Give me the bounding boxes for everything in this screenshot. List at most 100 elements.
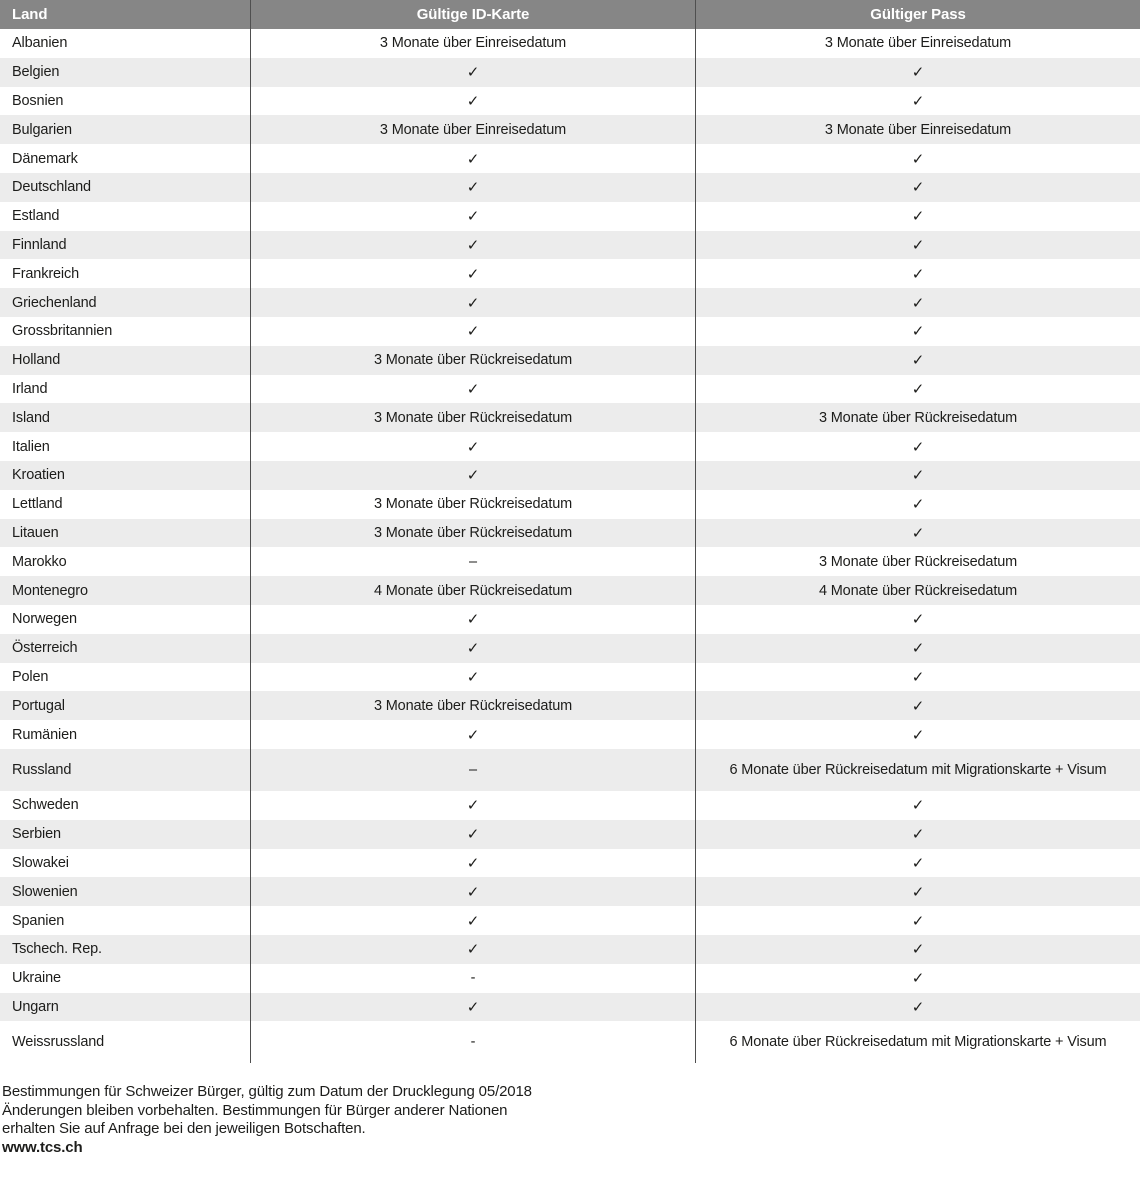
cell-pass: ✓: [695, 790, 1140, 820]
cell-pass: ✓: [695, 934, 1140, 964]
table-row: Weissrussland - 6 Monate über Rückreised…: [0, 1021, 1140, 1064]
cell-land: Dänemark: [12, 150, 78, 167]
cell-land: Deutschland: [12, 179, 91, 196]
table-row: Estland ✓ ✓: [0, 201, 1140, 231]
cell-land: Weissrussland: [12, 1034, 105, 1051]
cell-pass: 4 Monate über Rückreisedatum: [695, 576, 1140, 605]
cell-land: Ungarn: [12, 998, 59, 1015]
cell-pass: ✓: [695, 877, 1140, 907]
table-row: Ungarn ✓ ✓: [0, 992, 1140, 1022]
table-row: Portugal 3 Monate über Rückreisedatum ✓: [0, 691, 1140, 721]
cell-land: Kroatien: [12, 467, 65, 484]
cell-pass: ✓: [695, 57, 1140, 87]
table-row: Rumänien ✓ ✓: [0, 720, 1140, 749]
cell-pass: ✓: [695, 230, 1140, 260]
cell-land: Griechenland: [12, 294, 97, 311]
table-row: Norwegen ✓ ✓: [0, 604, 1140, 634]
cell-id-karte: ✓: [250, 259, 695, 289]
cell-pass: ✓: [695, 172, 1140, 202]
cell-pass: ✓: [695, 963, 1140, 993]
cell-land: Estland: [12, 208, 60, 225]
cell-land: Irland: [12, 380, 48, 397]
cell-pass: ✓: [695, 460, 1140, 490]
cell-land: Serbien: [12, 826, 61, 843]
cell-id-karte: ✓: [250, 57, 695, 87]
cell-pass: ✓: [695, 86, 1140, 116]
table-row: Ukraine - ✓: [0, 963, 1140, 993]
cell-land: Litauen: [12, 524, 59, 541]
cell-pass: ✓: [695, 906, 1140, 935]
cell-pass: 3 Monate über Einreisedatum: [695, 29, 1140, 58]
cell-land: Schweden: [12, 797, 79, 814]
cell-id-karte: ✓: [250, 374, 695, 404]
footer-line: Bestimmungen für Schweizer Bürger, gülti…: [2, 1083, 532, 1101]
cell-pass: ✓: [695, 633, 1140, 663]
table-row: Marokko – 3 Monate über Rückreisedatum: [0, 547, 1140, 577]
cell-id-karte: ✓: [250, 604, 695, 634]
cell-pass: 3 Monate über Rückreisedatum: [695, 547, 1140, 577]
footer-note: Bestimmungen für Schweizer Bürger, gülti…: [0, 1083, 1140, 1157]
table-row: Island 3 Monate über Rückreisedatum 3 Mo…: [0, 403, 1140, 433]
cell-pass: ✓: [695, 345, 1140, 375]
cell-id-karte: ✓: [250, 906, 695, 935]
cell-land: Marokko: [12, 553, 67, 570]
cell-land: Ukraine: [12, 970, 61, 987]
table-row: Irland ✓ ✓: [0, 374, 1140, 404]
cell-id-karte: ✓: [250, 144, 695, 173]
footer-line: erhalten Sie auf Anfrage bei den jeweili…: [2, 1120, 366, 1138]
cell-pass: ✓: [695, 848, 1140, 878]
cell-id-karte: 3 Monate über Rückreisedatum: [250, 518, 695, 548]
table-row: Schweden ✓ ✓: [0, 790, 1140, 820]
cell-id-karte: ✓: [250, 86, 695, 116]
cell-land: Island: [12, 409, 50, 426]
table-row: Finnland ✓ ✓: [0, 230, 1140, 260]
cell-id-karte: 3 Monate über Einreisedatum: [250, 29, 695, 58]
cell-pass: ✓: [695, 259, 1140, 289]
table-row: Belgien ✓ ✓: [0, 57, 1140, 87]
entry-requirements-table: Land Gültige ID-Karte Gültiger Pass Alba…: [0, 0, 1140, 1064]
cell-id-karte: ✓: [250, 790, 695, 820]
cell-pass: 6 Monate über Rückreisedatum mit Migrati…: [695, 748, 1140, 791]
cell-id-karte: ✓: [250, 201, 695, 231]
cell-id-karte: -: [250, 1021, 695, 1064]
cell-id-karte: ✓: [250, 316, 695, 346]
table-row: Montenegro 4 Monate über Rückreisedatum …: [0, 576, 1140, 605]
column-header-land: Land: [12, 6, 48, 23]
cell-land: Norwegen: [12, 611, 77, 628]
table-header-row: Land Gültige ID-Karte Gültiger Pass: [0, 0, 1140, 29]
cell-pass: ✓: [695, 201, 1140, 231]
cell-id-karte: ✓: [250, 662, 695, 692]
cell-land: Italien: [12, 438, 50, 455]
cell-id-karte: –: [250, 748, 695, 791]
table-row: Litauen 3 Monate über Rückreisedatum ✓: [0, 518, 1140, 548]
table-row: Tschech. Rep. ✓ ✓: [0, 934, 1140, 964]
column-header-pass: Gültiger Pass: [695, 0, 1140, 29]
cell-pass: ✓: [695, 374, 1140, 404]
cell-id-karte: 4 Monate über Rückreisedatum: [250, 576, 695, 605]
cell-land: Bulgarien: [12, 121, 72, 138]
cell-land: Montenegro: [12, 582, 88, 599]
cell-id-karte: 3 Monate über Einreisedatum: [250, 115, 695, 145]
cell-pass: 6 Monate über Rückreisedatum mit Migrati…: [695, 1021, 1140, 1064]
cell-land: Österreich: [12, 640, 78, 657]
cell-land: Bosnien: [12, 92, 64, 109]
cell-land: Russland: [12, 761, 72, 778]
cell-land: Belgien: [12, 64, 60, 81]
table-row: Polen ✓ ✓: [0, 662, 1140, 692]
table-body: Albanien 3 Monate über Einreisedatum 3 M…: [0, 29, 1140, 1064]
cell-id-karte: -: [250, 963, 695, 993]
cell-pass: ✓: [695, 819, 1140, 849]
table-row: Griechenland ✓ ✓: [0, 288, 1140, 317]
cell-pass: ✓: [695, 144, 1140, 173]
cell-id-karte: ✓: [250, 460, 695, 490]
cell-land: Frankreich: [12, 265, 79, 282]
table-row: Italien ✓ ✓: [0, 432, 1140, 461]
cell-pass: ✓: [695, 316, 1140, 346]
cell-id-karte: –: [250, 547, 695, 577]
cell-id-karte: 3 Monate über Rückreisedatum: [250, 345, 695, 375]
cell-pass: ✓: [695, 518, 1140, 548]
table-row: Slowakei ✓ ✓: [0, 848, 1140, 878]
cell-land: Spanien: [12, 912, 65, 929]
table-row: Holland 3 Monate über Rückreisedatum ✓: [0, 345, 1140, 375]
cell-id-karte: ✓: [250, 819, 695, 849]
